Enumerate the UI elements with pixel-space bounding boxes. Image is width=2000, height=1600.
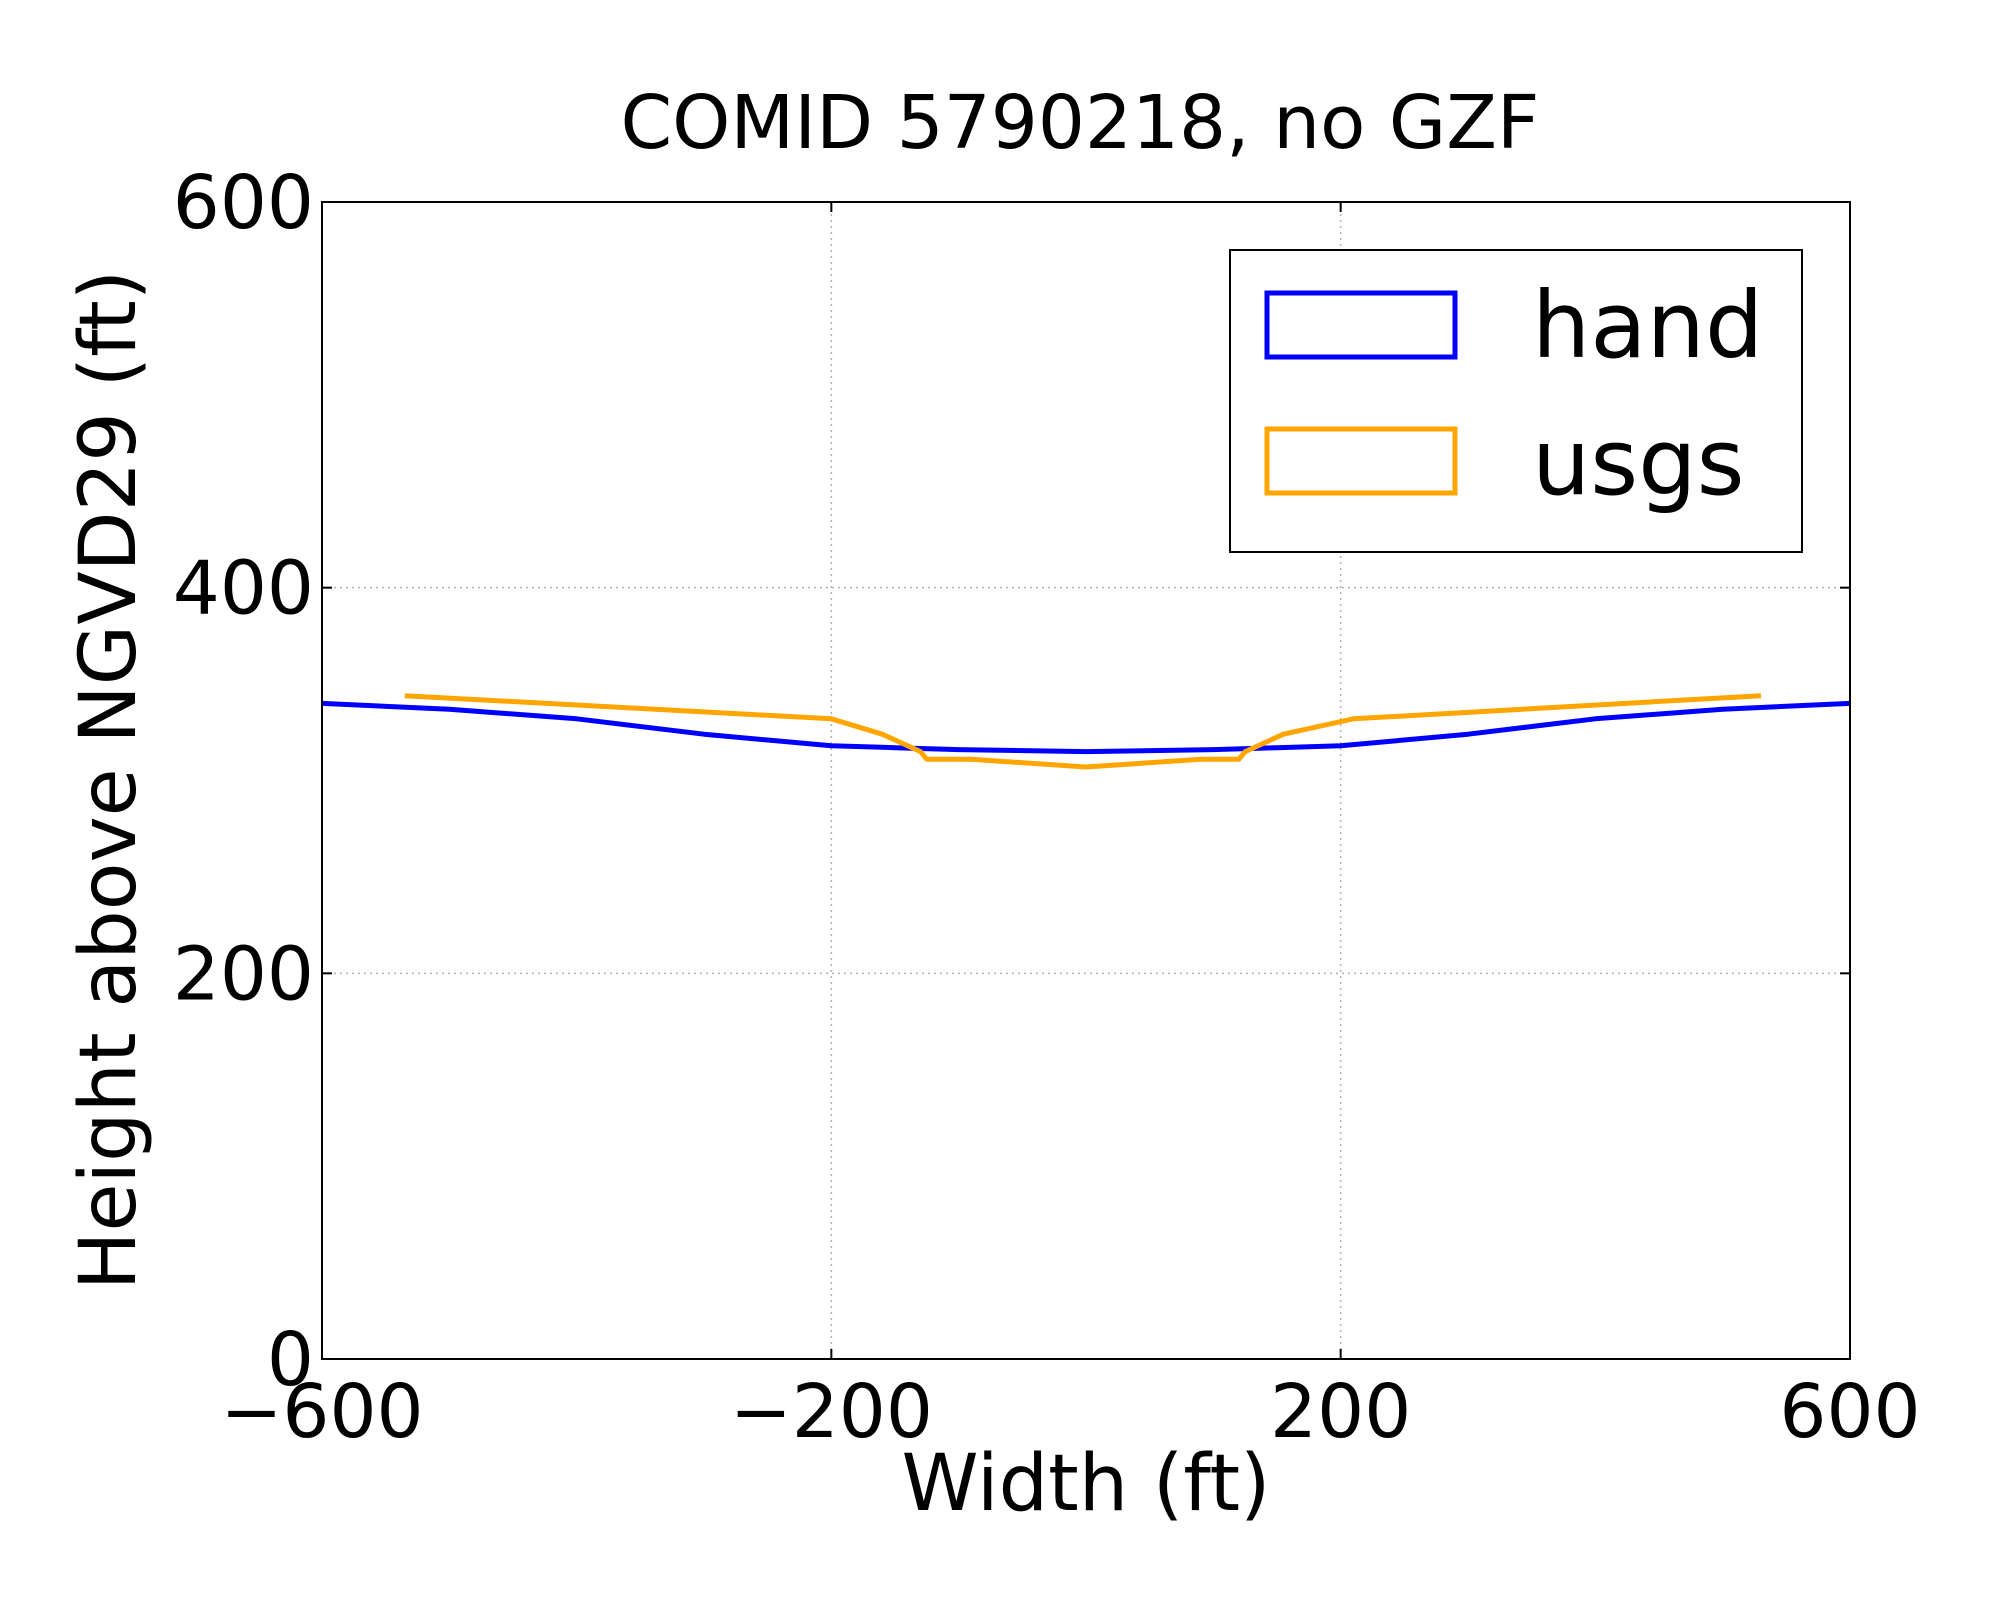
- axis-ticks: −600 −200 200 600 0 200 400 600: [173, 160, 1921, 1455]
- series-line-hand: [322, 700, 1850, 755]
- series-line-usgs: [404, 693, 1762, 770]
- x-axis-label: Width (ft): [902, 1439, 1271, 1529]
- legend-swatch-hand: [1264, 290, 1458, 360]
- y-tick-label: 400: [173, 546, 314, 632]
- x-tick-label: −200: [730, 1369, 933, 1455]
- y-tick-label: 200: [173, 931, 314, 1017]
- x-tick-label: −600: [220, 1369, 423, 1455]
- x-tick-label: 200: [1270, 1369, 1411, 1455]
- legend: hand usgs: [1229, 249, 1803, 553]
- y-axis-label: Height above NGVD29 (ft): [64, 270, 154, 1290]
- legend-box: [1229, 249, 1803, 553]
- legend-swatch-usgs: [1264, 426, 1458, 496]
- legend-label-usgs: usgs: [1532, 409, 1745, 516]
- plot-series: [322, 693, 1850, 770]
- y-tick-label: 0: [267, 1317, 314, 1403]
- x-tick-label: 600: [1779, 1369, 1920, 1455]
- legend-label-hand: hand: [1532, 272, 1763, 379]
- chart-title: COMID 5790218, no GZF: [620, 80, 1539, 166]
- y-tick-label: 600: [173, 160, 314, 246]
- plot-area-frame: [321, 201, 1851, 1360]
